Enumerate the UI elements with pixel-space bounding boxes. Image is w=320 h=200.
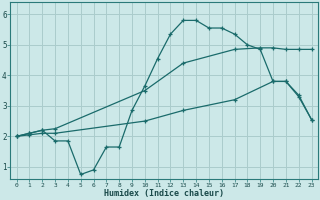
X-axis label: Humidex (Indice chaleur): Humidex (Indice chaleur) [104,189,224,198]
